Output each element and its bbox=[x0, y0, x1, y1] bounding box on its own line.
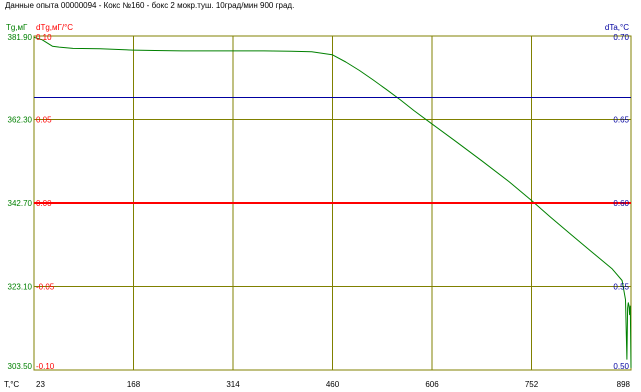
y-dta-tick-label: 0.60 bbox=[613, 199, 629, 208]
y-tg-axis-label: Tg,мГ bbox=[6, 23, 28, 32]
y-tg-tick-label: 323.10 bbox=[8, 283, 33, 292]
y-tg-tick-label: 362.30 bbox=[8, 116, 33, 125]
y-tg-tick-label: 342.70 bbox=[8, 199, 33, 208]
x-tick-label: 23 bbox=[36, 380, 45, 389]
x-tick-label: 898 bbox=[617, 380, 631, 389]
x-tick-label: 606 bbox=[425, 380, 439, 389]
y-dta-tick-label: 0.55 bbox=[613, 283, 629, 292]
series-line-tg bbox=[33, 36, 632, 368]
x-axis-label: T,°C bbox=[4, 380, 19, 389]
y-dtg-axis-label: dTg,мГ/°C bbox=[36, 23, 73, 32]
y-tg-tick-label: 381.90 bbox=[8, 33, 33, 42]
x-tick-label: 314 bbox=[226, 380, 240, 389]
y-dtg-tick-label: -0.10 bbox=[36, 362, 55, 371]
x-tick-label: 460 bbox=[326, 380, 340, 389]
series-layer bbox=[33, 36, 632, 368]
y-dtg-tick-label: 0.00 bbox=[36, 199, 52, 208]
x-tick-label: 168 bbox=[127, 380, 141, 389]
y-dta-tick-label: 0.50 bbox=[613, 362, 629, 371]
chart-title: Данные опыта 00000094 - Кокс №160 - бокс… bbox=[5, 1, 295, 10]
y-dta-tick-label: 0.65 bbox=[613, 116, 629, 125]
y-tg-tick-label: 303.50 bbox=[8, 362, 33, 371]
y-dtg-tick-label: 0.05 bbox=[36, 116, 52, 125]
y-dta-axis-label: dTa,°C bbox=[605, 23, 629, 32]
tick-labels: 23 168 314 460 606 752 898 381.90 0.10 0.70 362.30… bbox=[4, 23, 631, 389]
y-dtg-tick-label: -0.05 bbox=[36, 283, 55, 292]
y-dta-tick-label: 0.70 bbox=[613, 33, 629, 42]
y-dtg-tick-label: 0.10 bbox=[36, 33, 52, 42]
x-tick-label: 752 bbox=[525, 380, 539, 389]
